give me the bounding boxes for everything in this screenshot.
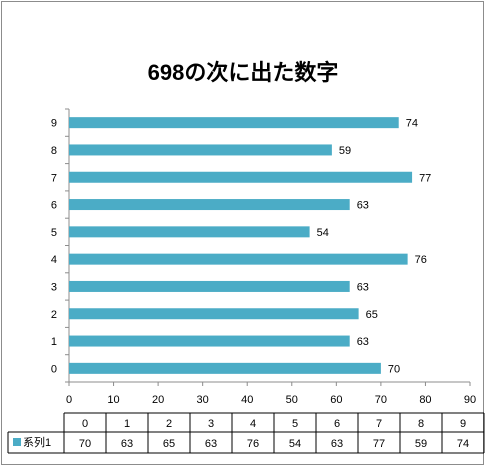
- bar: [69, 308, 359, 320]
- y-tick-label: 2: [51, 309, 57, 321]
- bar: [69, 362, 381, 374]
- table-header-cell: 6: [334, 418, 340, 430]
- table-header-cell: 0: [82, 418, 88, 430]
- table-value-cell: 76: [247, 438, 259, 450]
- y-tick-label: 3: [51, 281, 57, 293]
- x-tick-label: 60: [330, 394, 342, 406]
- table-value-cell: 59: [415, 438, 427, 450]
- x-tick-label: 50: [286, 394, 298, 406]
- data-label: 54: [317, 227, 329, 239]
- bar: [69, 226, 310, 238]
- x-tick-label: 30: [197, 394, 209, 406]
- table-value-cell: 54: [289, 438, 301, 450]
- x-tick-label: 80: [419, 394, 431, 406]
- table-header-cell: 7: [376, 418, 382, 430]
- bar: [69, 253, 408, 265]
- table-value-cell: 63: [331, 438, 343, 450]
- data-label: 65: [366, 309, 378, 321]
- x-tick-label: 20: [152, 394, 164, 406]
- table-header-cell: 9: [460, 418, 466, 430]
- bar: [69, 144, 332, 156]
- y-tick-label: 6: [51, 200, 57, 212]
- table-value-cell: 65: [163, 438, 175, 450]
- y-tick-label: 7: [51, 172, 57, 184]
- x-tick-label: 90: [464, 394, 476, 406]
- table-value-cell: 63: [205, 438, 217, 450]
- y-tick-label: 9: [51, 118, 57, 130]
- bar: [69, 280, 350, 292]
- bar: [69, 335, 350, 347]
- y-tick-label: 4: [51, 254, 57, 266]
- chart-title: 698の次に出た数字: [148, 60, 339, 85]
- data-label: 63: [357, 336, 369, 348]
- table-value-cell: 63: [121, 438, 133, 450]
- y-tick-label: 0: [51, 363, 57, 375]
- table-header-cell: 8: [418, 418, 424, 430]
- table-header-cell: 2: [166, 418, 172, 430]
- data-label: 59: [339, 145, 351, 157]
- x-tick-label: 40: [241, 394, 253, 406]
- table-header-cell: 5: [292, 418, 298, 430]
- table-value-cell: 70: [79, 438, 91, 450]
- table-header-cell: 4: [250, 418, 256, 430]
- data-label: 63: [357, 281, 369, 293]
- data-label: 70: [388, 363, 400, 375]
- bar: [69, 171, 413, 183]
- x-tick-label: 70: [375, 394, 387, 406]
- legend-key: [13, 438, 21, 446]
- bar: [69, 199, 350, 211]
- data-label: 63: [357, 200, 369, 212]
- plot-area: 0 701 632 653 634 765 546 637 778 599 740 10 20 30 40 5…: [51, 108, 476, 406]
- table-header-cell: 1: [124, 418, 130, 430]
- x-tick-label: 10: [107, 394, 119, 406]
- data-label: 77: [419, 172, 431, 184]
- y-tick-label: 8: [51, 145, 57, 157]
- data-label: 76: [415, 254, 427, 266]
- series-name: 系列1: [23, 435, 51, 449]
- y-tick-label: 5: [51, 227, 57, 239]
- data-label: 74: [406, 118, 418, 130]
- table-value-cell: 74: [457, 438, 469, 450]
- bar: [69, 117, 399, 129]
- table-value-cell: 77: [373, 438, 385, 450]
- x-tick-label: 0: [66, 394, 72, 406]
- table-header-cell: 3: [208, 418, 214, 430]
- y-tick-label: 1: [51, 336, 57, 348]
